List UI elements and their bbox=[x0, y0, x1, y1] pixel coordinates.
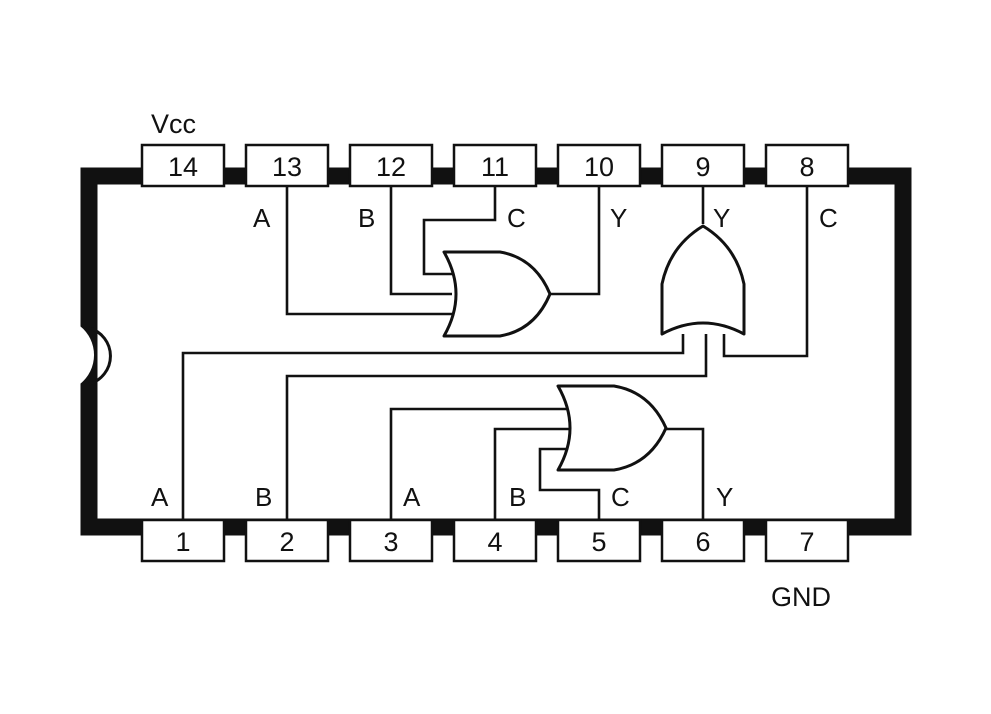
pin-number: 13 bbox=[272, 152, 302, 182]
wire-pin8 bbox=[722, 186, 809, 358]
wire-pin12 bbox=[389, 186, 452, 296]
pin-number: 2 bbox=[279, 527, 294, 557]
wire-pin11 bbox=[422, 186, 497, 276]
pin-number: 6 bbox=[695, 527, 710, 557]
wire-pin3 bbox=[389, 407, 572, 520]
signal-label-pin8: C bbox=[819, 203, 838, 233]
pin-1 bbox=[140, 518, 226, 563]
signal-label-pin1: A bbox=[151, 482, 169, 512]
pin-number: 4 bbox=[487, 527, 502, 557]
pin-13 bbox=[244, 143, 330, 188]
wire-pin13 bbox=[285, 186, 452, 316]
or-gate-1 bbox=[442, 250, 552, 338]
pin-number: 1 bbox=[175, 527, 190, 557]
wire-pin2 bbox=[285, 334, 708, 520]
pin-number: 9 bbox=[695, 152, 710, 182]
pin-number: 5 bbox=[591, 527, 606, 557]
pin-9 bbox=[660, 143, 746, 188]
signal-label-pin4: B bbox=[509, 482, 526, 512]
gnd-label: GND bbox=[771, 582, 831, 612]
top-pins: 14 13 12 11 10 9 8 bbox=[140, 143, 850, 188]
wire-pin5 bbox=[538, 447, 601, 520]
pin-10 bbox=[556, 143, 642, 188]
signal-label-pin12: B bbox=[358, 203, 375, 233]
signal-label-pin2: B bbox=[255, 482, 272, 512]
pin-5 bbox=[556, 518, 642, 563]
wire-pin1 bbox=[181, 334, 685, 520]
signal-label-pin11: C bbox=[507, 203, 526, 233]
chip-notch bbox=[80, 326, 95, 384]
vcc-label: Vcc bbox=[151, 109, 196, 139]
pin-number: 12 bbox=[376, 152, 406, 182]
pin-number: 11 bbox=[481, 152, 509, 182]
pin-3 bbox=[348, 518, 434, 563]
pin-4 bbox=[452, 518, 538, 563]
or-gate-3 bbox=[556, 384, 668, 472]
pin-12 bbox=[348, 143, 434, 188]
pin-number: 3 bbox=[383, 527, 398, 557]
pin-number: 7 bbox=[799, 527, 814, 557]
signal-label-pin5: C bbox=[611, 482, 630, 512]
pin-number: 10 bbox=[584, 152, 614, 182]
or-gate-2 bbox=[660, 224, 746, 336]
signal-label-pin9: Y bbox=[713, 203, 730, 233]
signal-label-pin6: Y bbox=[716, 482, 733, 512]
wire-pin10 bbox=[548, 186, 601, 296]
signal-label-pin3: A bbox=[403, 482, 421, 512]
pin-6 bbox=[660, 518, 746, 563]
wires bbox=[181, 186, 809, 520]
pin-number: 14 bbox=[168, 152, 198, 182]
pin-7 bbox=[764, 518, 850, 563]
pin-2 bbox=[244, 518, 330, 563]
pin-number: 8 bbox=[799, 152, 814, 182]
pin-14 bbox=[140, 143, 226, 188]
chip-notch-outline bbox=[88, 326, 112, 386]
wire-pin6 bbox=[664, 427, 705, 520]
signal-label-pin10: Y bbox=[610, 203, 627, 233]
bottom-pins: 1 2 3 4 5 6 7 bbox=[140, 518, 850, 563]
signal-label-pin13: A bbox=[253, 203, 271, 233]
wire-pin4 bbox=[493, 427, 572, 520]
